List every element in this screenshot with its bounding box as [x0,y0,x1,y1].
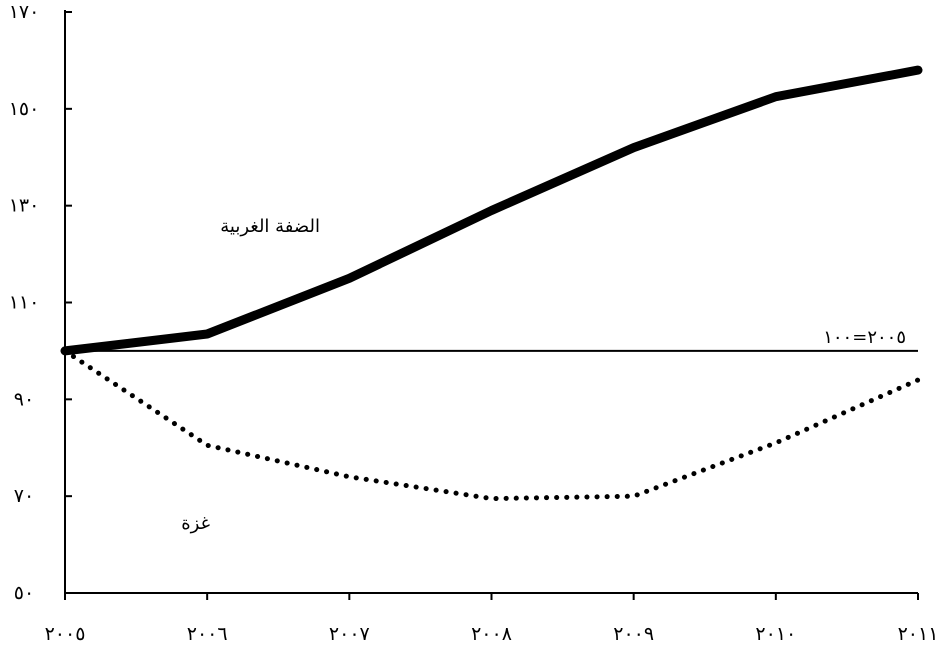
x-tick-label: ٢٠٠٦ [187,623,228,645]
y-tick-label: ٩٠ [14,388,34,410]
x-tick-label: ٢٠٠٧ [329,623,370,645]
series-label-gaza: غزة [181,513,210,534]
y-tick-label: ١٥٠ [9,98,40,120]
y-tick-label: ٧٠ [14,485,34,507]
x-tick-label: ٢٠٠٩ [613,623,654,645]
axes: ٥٠ ٧٠ ٩٠ ١١٠ ١٣٠ ١٥٠ ١٧٠ ٢٠٠٥ ٢٠٠٦ ٢٠٠٧ ٢٠٠٨ ٢٠٠٩ ٢٠… [9,1,939,645]
x-tick-label: ٢٠٠٥ [45,623,86,645]
y-tick-label: ٥٠ [14,582,34,604]
series-group [60,65,923,502]
reference-line-label: ٢٠٠٥=١٠٠ [823,327,906,348]
x-tick-label: ٢٠٠٨ [471,623,512,645]
y-tick-label: ١٧٠ [9,1,40,23]
y-tick-label: ١١٠ [9,292,40,314]
series-line-gaza [62,348,921,502]
labels-group: الضفة الغربية غزة ٢٠٠٥=١٠٠ [181,216,906,534]
y-tick-label: ١٣٠ [9,195,40,217]
series-label-west-bank: الضفة الغربية [220,216,320,237]
series-line-west-bank [60,65,923,356]
x-tick-label: ٢٠١٠ [755,623,796,645]
x-tick-label: ٢٠١١ [898,623,939,645]
